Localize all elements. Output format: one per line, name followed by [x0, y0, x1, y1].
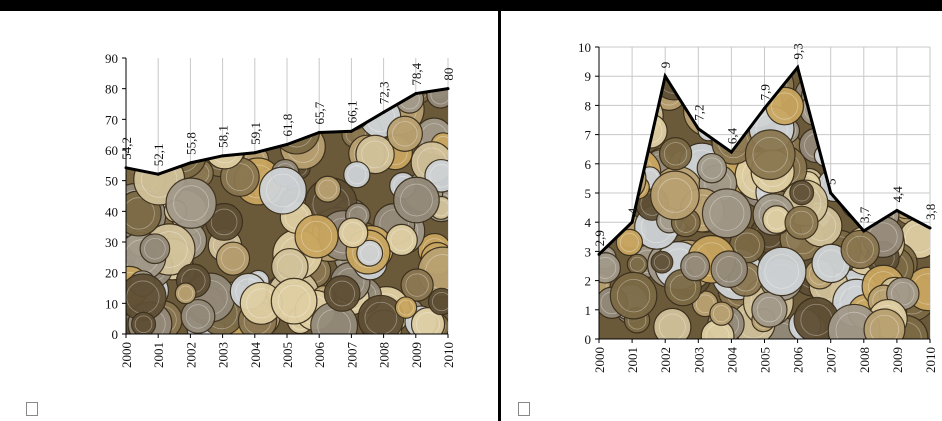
y-tick-label: 10: [578, 40, 591, 55]
data-point: [221, 154, 225, 158]
y-tick-label: 2: [585, 274, 592, 289]
y-tick-label: 10: [105, 296, 118, 311]
x-tick-label: 2004: [248, 342, 263, 369]
chart-left: 0 10 20 30 40 50 60 70 80 90 2000 2001 2002 2003 2004 2…: [105, 51, 456, 369]
x-tick-label: 2009: [409, 342, 424, 368]
data-label: 7,2: [691, 105, 706, 121]
data-point: [729, 150, 733, 154]
data-point: [895, 209, 899, 213]
placeholder-icon: [518, 402, 530, 416]
x-tick-label: 2003: [216, 342, 231, 368]
data-point: [829, 191, 833, 195]
data-label: 6,4: [724, 127, 739, 144]
data-label: 78,4: [409, 62, 424, 85]
x-tick-label: 2009: [890, 347, 905, 373]
data-label: 80: [441, 68, 456, 81]
y-tick-label: 70: [105, 112, 118, 127]
x-tick-label: 2007: [824, 347, 839, 374]
y-tick-label: 3: [585, 244, 592, 259]
x-tick-label: 2007: [344, 342, 359, 369]
x-tick-label: 2002: [658, 347, 673, 373]
x-tick-label: 2006: [791, 347, 806, 374]
x-tick-label: 2008: [857, 347, 872, 373]
y-tick-label: 80: [105, 82, 118, 97]
y-tick-label: 40: [105, 204, 118, 219]
x-tick-label: 2010: [923, 347, 938, 373]
data-point: [696, 127, 700, 131]
y-tick-label: 4: [585, 215, 592, 230]
x-tick-label: 2003: [691, 347, 706, 373]
data-label: 9: [658, 62, 673, 69]
y-tick-label: 6: [585, 157, 592, 172]
data-label: 55,8: [183, 132, 198, 155]
y-tick-label: 0: [112, 327, 119, 342]
data-point: [597, 252, 601, 256]
data-label: 66,1: [344, 101, 359, 124]
y-tick-label: 20: [105, 266, 118, 281]
x-tick-label: 2002: [183, 342, 198, 368]
y-tick-label: 9: [585, 69, 592, 84]
data-label: 58,1: [216, 125, 231, 148]
data-label: 3,7: [857, 206, 872, 223]
area-fill: [126, 88, 448, 335]
data-point: [382, 110, 386, 114]
data-label: 72,3: [377, 82, 392, 105]
data-point: [663, 74, 667, 78]
data-label: 4: [625, 207, 640, 214]
x-tick-label: 2000: [119, 342, 134, 368]
x-tick-label: 2001: [625, 347, 640, 373]
data-label: 5: [824, 179, 839, 186]
data-label: 52,1: [151, 143, 166, 166]
x-tick-label: 2010: [441, 342, 456, 368]
y-tick-label: 90: [105, 51, 118, 66]
data-label: 4,4: [890, 186, 905, 203]
data-point: [796, 65, 800, 69]
x-tick-label: 2008: [377, 342, 392, 368]
y-tick-label: 50: [105, 174, 118, 189]
data-point: [253, 151, 257, 155]
placeholder-icon: [26, 402, 38, 416]
data-label: 2,9: [592, 230, 607, 246]
x-tick-label: 2004: [724, 347, 739, 374]
data-label: 65,7: [312, 101, 327, 124]
x-tick-label: 2005: [758, 347, 773, 373]
data-point: [862, 229, 866, 233]
data-label: 7,9: [758, 84, 773, 100]
data-label: 61,8: [280, 114, 295, 137]
data-label: 54,2: [119, 137, 134, 160]
data-point: [156, 172, 160, 176]
data-point: [928, 226, 932, 230]
x-tick-label: 2006: [312, 342, 327, 369]
x-tick-label: 2005: [280, 342, 295, 368]
x-tick-label: 2001: [151, 342, 166, 368]
x-tick-label: 2000: [592, 347, 607, 373]
top-border: [0, 0, 942, 11]
y-tick-label: 7: [585, 128, 592, 143]
area-fill: [599, 67, 930, 339]
data-point: [414, 92, 418, 96]
y-tick-label: 30: [105, 235, 118, 250]
y-tick-label: 60: [105, 143, 118, 158]
data-point: [446, 87, 450, 91]
data-label: 9,3: [791, 43, 806, 59]
data-label: 3,8: [923, 204, 938, 220]
panel-divider: [498, 11, 501, 421]
y-tick-label: 8: [585, 98, 592, 113]
data-point: [188, 161, 192, 165]
data-point: [763, 106, 766, 110]
y-tick-label: 1: [585, 303, 592, 318]
chart-right: 0 1 2 3 4 5 6 7 8 9 10 2000 2001 2002 2003 2004 2005 2006…: [578, 40, 938, 374]
data-point: [317, 131, 321, 135]
y-tick-label: 0: [585, 332, 592, 347]
data-point: [285, 142, 289, 146]
data-label: 59,1: [248, 122, 263, 145]
data-point: [124, 166, 128, 170]
y-tick-label: 5: [585, 186, 592, 201]
data-point: [630, 220, 634, 224]
data-point: [349, 129, 353, 133]
